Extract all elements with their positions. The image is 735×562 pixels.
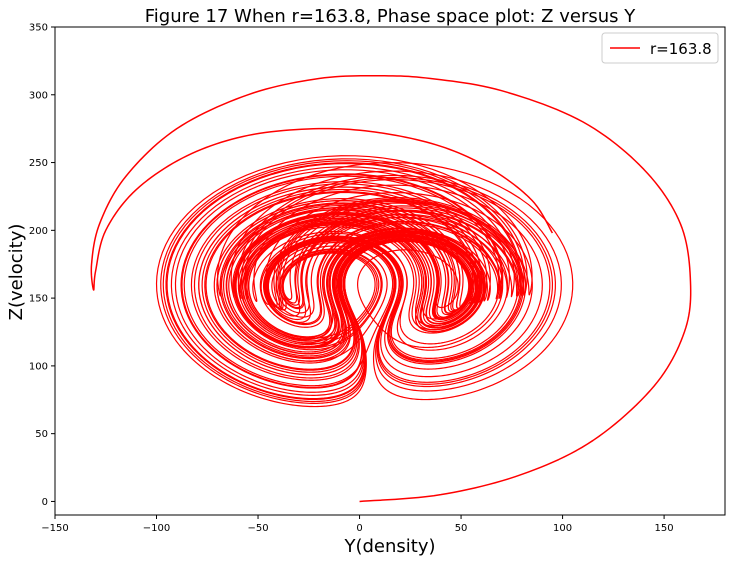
x-axis: −150 −100 −50 0 50 100 150 (41, 515, 674, 534)
plot-frame (54, 26, 726, 516)
series-line-outer-spiral (90, 75, 692, 503)
x-tick-label: 100 (553, 523, 572, 534)
x-tick-label: −100 (143, 523, 170, 534)
x-tick-label: −150 (41, 523, 68, 534)
y-tick-label: 0 (42, 497, 48, 508)
y-tick-label: 250 (29, 158, 48, 169)
x-axis-label: Y(density) (343, 536, 435, 557)
y-tick-label: 100 (29, 361, 48, 372)
legend: r=163.8 (601, 32, 719, 64)
y-axis: 0 50 100 150 200 250 300 350 (29, 23, 55, 508)
y-tick-label: 200 (29, 226, 48, 237)
y-axis-label: Z(velocity) (6, 224, 27, 321)
legend-entry-label: r=163.8 (650, 40, 712, 58)
series-line-attractor-segment (244, 179, 551, 383)
series-line-attractor-segment (213, 177, 554, 385)
chart-title: Figure 17 When r=163.8, Phase space plot… (145, 6, 637, 27)
y-tick-label: 50 (35, 429, 48, 440)
series-layer (90, 75, 692, 503)
series-line-attractor-segment (198, 186, 485, 376)
x-tick-label: 50 (455, 523, 468, 534)
y-tick-label: 300 (29, 90, 48, 101)
y-tick-label: 150 (29, 294, 48, 305)
x-tick-label: 150 (655, 523, 674, 534)
series-line-attractor-segment (190, 180, 491, 381)
y-tick-label: 350 (29, 23, 48, 34)
legend-box (601, 32, 719, 64)
series-line-attractor-segment (174, 169, 510, 393)
x-tick-label: 0 (356, 523, 362, 534)
x-tick-label: −50 (247, 523, 268, 534)
